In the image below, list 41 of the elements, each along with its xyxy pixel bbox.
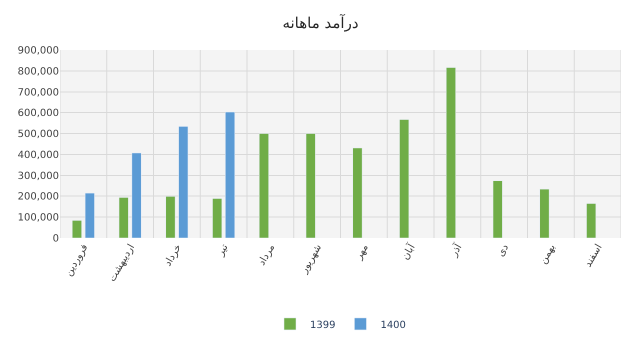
bar bbox=[586, 203, 596, 238]
bar bbox=[540, 188, 550, 238]
x-tick-label: مهر bbox=[353, 242, 371, 262]
y-tick-label: 700,000 bbox=[18, 87, 59, 98]
bar bbox=[446, 67, 456, 238]
bar bbox=[178, 126, 188, 238]
x-tick-label: آبان bbox=[398, 240, 418, 262]
x-tick-label: اردیبهشت bbox=[106, 242, 138, 284]
x-tick-label: فروردین bbox=[63, 242, 90, 278]
y-tick-label: 0 bbox=[52, 234, 59, 244]
y-tick-label: 800,000 bbox=[18, 66, 59, 78]
legend-label: 1400 bbox=[380, 320, 406, 331]
x-tick-label: بهمن bbox=[538, 242, 558, 266]
x-tick-label: خرداد bbox=[162, 242, 184, 268]
bar bbox=[84, 192, 95, 238]
y-tick-label: 500,000 bbox=[18, 129, 59, 140]
legend-label: 1399 bbox=[310, 320, 336, 331]
bar bbox=[492, 180, 503, 238]
y-tick-label: 300,000 bbox=[18, 170, 59, 182]
y-tick-label: 600,000 bbox=[18, 108, 59, 120]
chart-title: درآمد ماهانه bbox=[282, 13, 359, 32]
y-tick-label: 900,000 bbox=[18, 46, 59, 56]
x-tick-label: آذر bbox=[446, 240, 465, 260]
y-tick-label: 200,000 bbox=[18, 192, 59, 203]
bar bbox=[132, 152, 142, 238]
bar bbox=[306, 133, 316, 238]
bar bbox=[399, 119, 410, 238]
bar bbox=[225, 112, 235, 238]
bar bbox=[118, 197, 129, 238]
y-tick-label: 400,000 bbox=[18, 150, 59, 161]
x-tick-label: تیر bbox=[214, 242, 231, 259]
x-tick-label: اسفند bbox=[582, 242, 605, 270]
x-tick-label: مرداد bbox=[256, 242, 278, 268]
y-tick-label: 100,000 bbox=[18, 212, 59, 224]
bar bbox=[259, 133, 269, 238]
bar bbox=[166, 196, 176, 238]
x-tick-label: دی bbox=[495, 242, 512, 259]
x-tick-label: شهریور bbox=[298, 242, 324, 276]
bar bbox=[212, 198, 222, 238]
bar bbox=[352, 148, 362, 238]
bar bbox=[72, 220, 82, 238]
